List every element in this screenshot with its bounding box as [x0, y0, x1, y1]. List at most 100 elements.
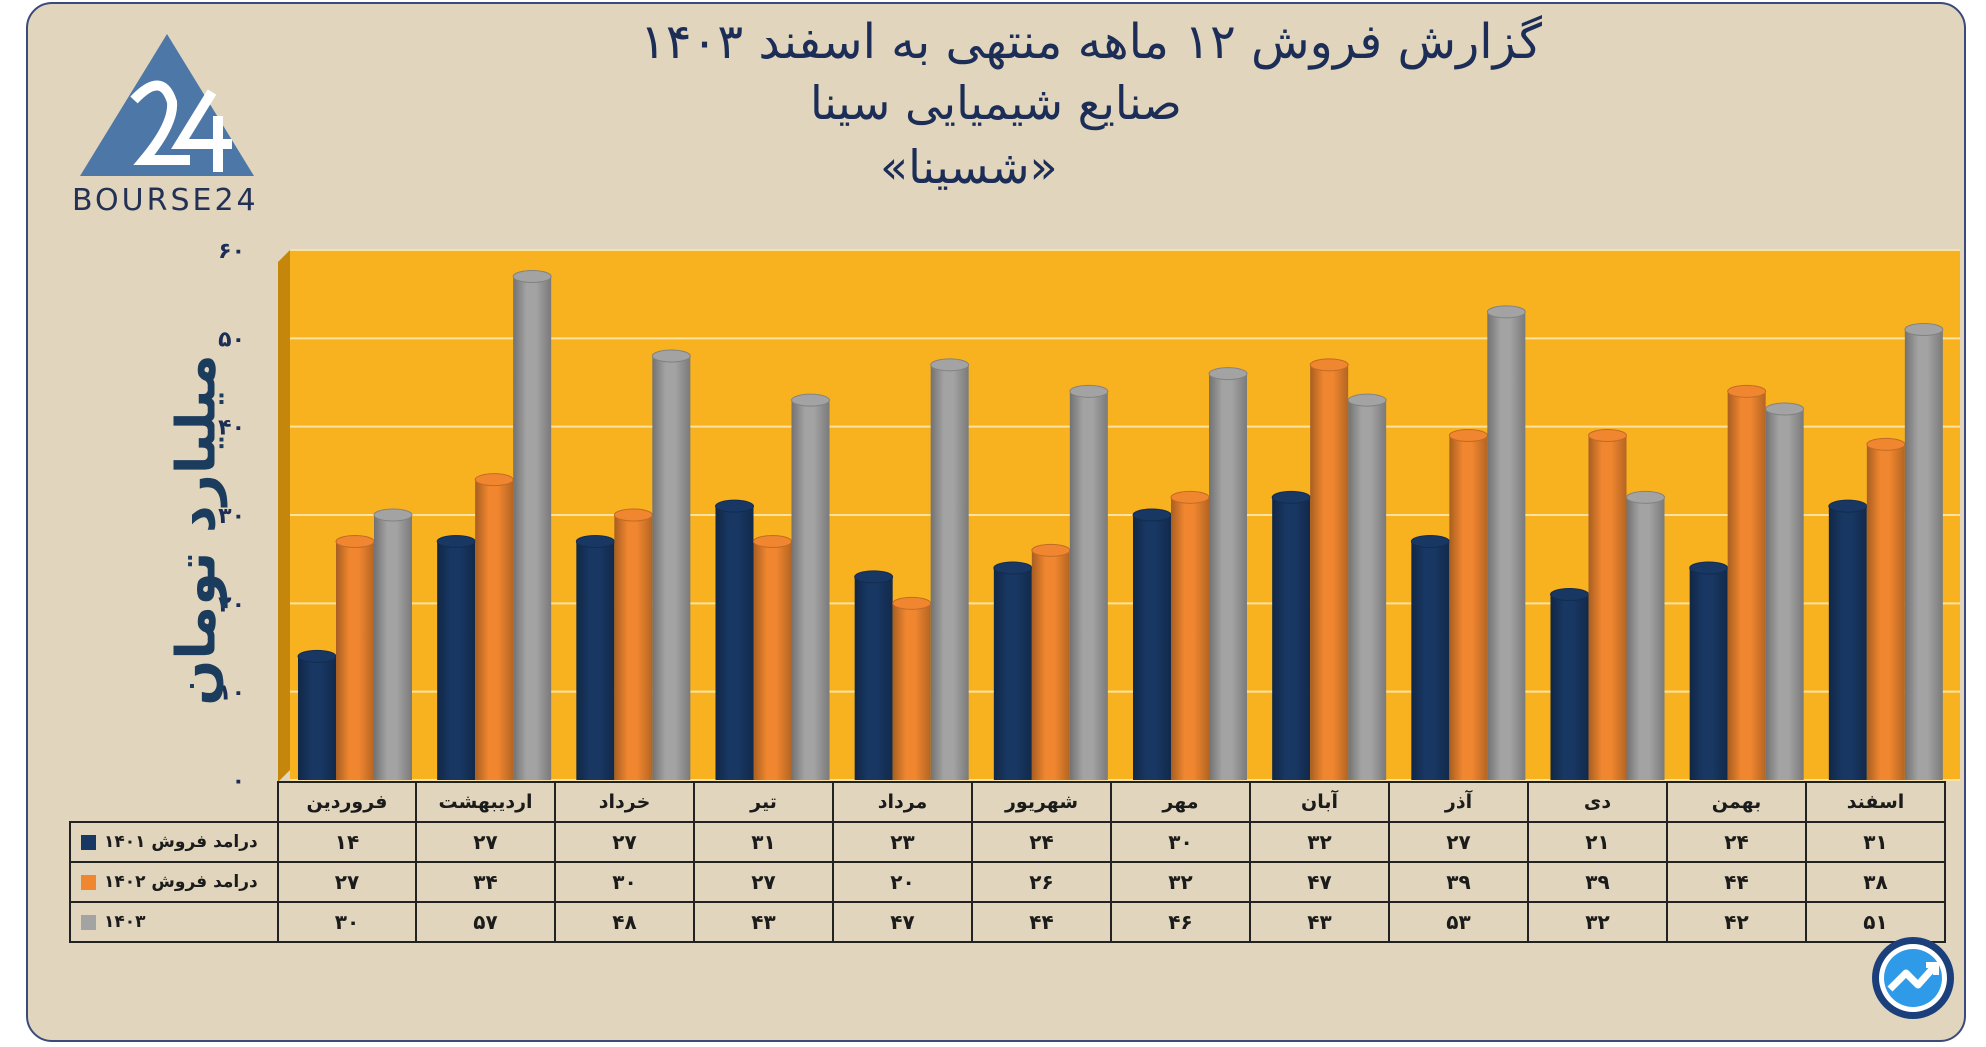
bar — [1689, 561, 1729, 780]
month-header: تیر — [693, 781, 834, 823]
y-tick-label: ۲۰ — [218, 592, 245, 617]
bar-body — [1449, 435, 1488, 780]
data-label-1403: ۴۳ — [693, 901, 834, 943]
data-label-1402: ۴۴ — [1666, 861, 1807, 903]
bar-cap — [1410, 535, 1450, 548]
bar-body — [1550, 594, 1589, 780]
data-label-1401: ۲۴ — [1666, 821, 1807, 863]
bar-cap — [715, 499, 754, 513]
bars — [297, 270, 1944, 780]
bar — [1208, 367, 1248, 780]
bar-cap — [1588, 429, 1627, 442]
legend-swatch-1403 — [81, 914, 96, 930]
bar — [1069, 384, 1109, 780]
bar-cap — [436, 535, 476, 548]
data-label-1402: ۳۹ — [1388, 861, 1529, 903]
bar — [335, 535, 375, 780]
bar-cap — [1866, 437, 1906, 451]
legend-1403: ۱۴۰۳ — [69, 901, 279, 943]
data-label-1401: ۲۱ — [1527, 821, 1668, 863]
data-label-1402: ۳۹ — [1527, 861, 1668, 903]
bar-cap — [613, 508, 653, 522]
bar — [1410, 535, 1450, 780]
bar-body — [1765, 409, 1804, 780]
bar — [613, 508, 653, 780]
bar — [1626, 490, 1665, 780]
month-header: مهر — [1110, 781, 1251, 823]
bar-cap — [1069, 384, 1109, 398]
data-label-1401: ۲۳ — [832, 821, 973, 863]
bar-body — [791, 400, 830, 780]
bar-body — [1689, 568, 1728, 780]
bar-body — [1133, 515, 1171, 780]
bourse24-logo — [80, 34, 254, 176]
data-label-1402: ۲۷ — [277, 861, 417, 903]
bar-cap — [1689, 561, 1729, 575]
bar — [854, 570, 894, 780]
bar — [1765, 402, 1805, 780]
bar — [651, 349, 691, 780]
month-header: شهریور — [971, 781, 1112, 823]
bar-body — [854, 576, 893, 780]
bar — [930, 358, 970, 780]
data-label-1403: ۵۱ — [1805, 901, 1946, 943]
gridlines — [290, 249, 1960, 781]
data-label-1402: ۲۰ — [832, 861, 973, 903]
data-label-1401: ۳۰ — [1110, 821, 1251, 863]
bar-cap — [854, 570, 894, 584]
data-label-1403: ۴۴ — [971, 901, 1112, 943]
bar — [575, 535, 615, 780]
bar-cap — [753, 535, 792, 548]
data-label-1401: ۲۷ — [554, 821, 695, 863]
bar-body — [1171, 497, 1209, 780]
bar-body — [652, 356, 691, 780]
bar — [1271, 490, 1311, 780]
bar-cap — [651, 349, 691, 363]
bar-body — [753, 541, 792, 780]
bar — [1170, 490, 1210, 780]
bar — [791, 393, 830, 780]
bar-body — [1626, 497, 1665, 780]
table-row-1401: درامد فروش ۱۴۰۱ ۱۴ ۲۷ ۲۷ ۳۱ ۲۳ ۲۴ ۳۰ ۳۲ … — [69, 821, 1946, 863]
bar-cap — [575, 535, 615, 548]
logo-4-glyph-icon — [171, 89, 232, 172]
data-label-1402: ۳۰ — [554, 861, 695, 903]
data-label-1403: ۴۶ — [1110, 901, 1251, 943]
data-label-1403: ۴۷ — [832, 901, 973, 943]
data-label-1401: ۱۴ — [277, 821, 417, 863]
bar-body — [1348, 400, 1387, 780]
bar-cap — [1170, 490, 1210, 504]
month-header: اسفند — [1805, 781, 1946, 823]
bar — [1588, 429, 1627, 780]
data-label-1403: ۵۷ — [415, 901, 556, 943]
bar-body — [513, 276, 552, 780]
data-label-1403: ۴۸ — [554, 901, 695, 943]
month-header: دی — [1527, 781, 1668, 823]
logo-triangle-icon — [80, 34, 254, 176]
data-label-1401: ۲۴ — [971, 821, 1112, 863]
bar — [1309, 358, 1349, 780]
bar-cap — [474, 473, 514, 487]
bar-body — [298, 656, 336, 780]
bar-body — [1588, 435, 1627, 780]
bar-cap — [1828, 499, 1868, 513]
bar-body — [715, 506, 754, 780]
chart-trend-badge-icon — [1872, 937, 1954, 1019]
bar — [1904, 323, 1944, 780]
bar-cap — [1347, 393, 1387, 407]
bar-body — [930, 364, 969, 780]
bar-cap — [512, 270, 552, 283]
y-tick-label: ۴۰ — [218, 416, 245, 441]
table-row-1403: ۱۴۰۳ ۳۰ ۵۷ ۴۸ ۴۳ ۴۷ ۴۴ ۴۶ ۴۳ ۵۳ ۳۲ ۴۲ ۵۱ — [69, 901, 1946, 943]
bar — [1550, 588, 1589, 780]
bar-body — [336, 541, 374, 780]
legend-label-1402: درامد فروش ۱۴۰۲ — [104, 872, 258, 892]
bar-body — [614, 515, 653, 780]
bar — [436, 535, 476, 780]
legend-swatch-1401 — [81, 834, 96, 850]
bar-cap — [1550, 588, 1589, 601]
month-header: مرداد — [832, 781, 973, 823]
y-axis-label: میلیارد تومان — [164, 354, 228, 706]
bar-cap — [892, 596, 932, 610]
